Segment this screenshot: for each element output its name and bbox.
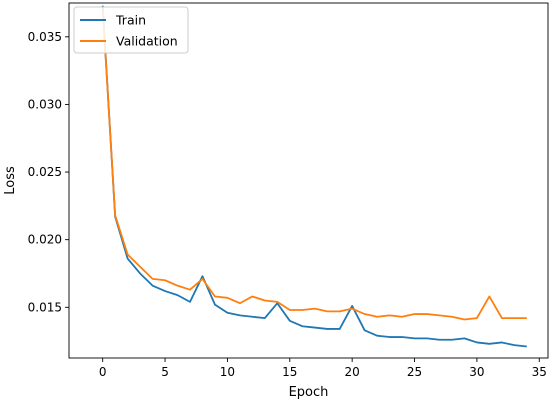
data-point-train	[451, 339, 453, 341]
data-point-validation	[301, 309, 303, 311]
data-point-validation	[488, 295, 490, 297]
data-point-train	[301, 325, 303, 327]
data-point-validation	[401, 316, 403, 318]
data-point-validation	[226, 297, 228, 299]
data-point-train	[526, 345, 528, 347]
data-point-validation	[114, 214, 116, 216]
x-axis-ticks: 0 5 10 15 20 25 30 35	[99, 358, 547, 379]
data-point-validation	[476, 317, 478, 319]
data-point-validation	[326, 310, 328, 312]
data-point-train	[151, 284, 153, 286]
data-point-train	[189, 301, 191, 303]
data-point-train	[176, 294, 178, 296]
data-point-validation	[176, 284, 178, 286]
data-point-train	[164, 290, 166, 292]
data-point-train	[326, 328, 328, 330]
data-point-train	[463, 337, 465, 339]
data-point-validation	[526, 317, 528, 319]
data-point-train	[413, 337, 415, 339]
data-point-train	[226, 311, 228, 313]
data-point-train	[513, 344, 515, 346]
data-point-validation	[388, 314, 390, 316]
data-point-train	[314, 326, 316, 328]
x-tick-label: 15	[282, 365, 297, 379]
plot-frame	[68, 2, 549, 359]
data-point-validation	[264, 299, 266, 301]
data-point-validation	[314, 307, 316, 309]
data-point-validation	[338, 310, 340, 312]
data-point-train	[239, 314, 241, 316]
y-tick-label: 0.035	[28, 30, 62, 44]
data-point-train	[139, 272, 141, 274]
data-point-validation	[438, 314, 440, 316]
data-point-validation	[463, 318, 465, 320]
data-point-validation	[276, 301, 278, 303]
x-tick-label: 0	[99, 365, 107, 379]
x-tick-label: 30	[469, 365, 484, 379]
x-tick-label: 5	[161, 365, 169, 379]
y-axis-label: Loss	[3, 166, 18, 195]
y-tick-label: 0.025	[28, 165, 62, 179]
data-point-train	[264, 317, 266, 319]
data-point-validation	[451, 316, 453, 318]
data-point-validation	[239, 302, 241, 304]
data-point-train	[214, 303, 216, 305]
y-tick-label: 0.020	[28, 233, 62, 247]
data-point-validation	[151, 278, 153, 280]
x-axis-label: Epoch	[289, 385, 329, 400]
data-point-validation	[201, 278, 203, 280]
y-tick-label: 0.015	[28, 300, 62, 314]
series-line-train	[101, 5, 527, 348]
data-point-validation	[376, 316, 378, 318]
data-point-train	[289, 320, 291, 322]
x-tick-label: 25	[407, 365, 422, 379]
data-point-train	[376, 334, 378, 336]
data-point-train	[251, 316, 253, 318]
data-point-validation	[363, 313, 365, 315]
data-point-validation	[351, 307, 353, 309]
y-tick-label: 0.030	[28, 97, 62, 111]
data-point-train	[401, 336, 403, 338]
data-point-validation	[164, 279, 166, 281]
x-tick-label: 20	[345, 365, 360, 379]
data-point-validation	[214, 295, 216, 297]
data-point-train	[438, 339, 440, 341]
data-point-validation	[513, 317, 515, 319]
data-point-train	[363, 329, 365, 331]
data-point-train	[388, 336, 390, 338]
data-point-validation	[251, 295, 253, 297]
data-point-train	[201, 275, 203, 277]
data-point-validation	[501, 317, 503, 319]
data-point-train	[476, 341, 478, 343]
x-tick-label: 10	[220, 365, 235, 379]
data-point-validation	[289, 309, 291, 311]
legend-label-train: Train	[115, 13, 146, 28]
data-point-validation	[126, 253, 128, 255]
data-point-validation	[413, 313, 415, 315]
data-point-validation	[189, 289, 191, 291]
legend: Train Validation	[73, 6, 189, 54]
data-point-validation	[139, 266, 141, 268]
y-axis-ticks: 0.015 0.020 0.025 0.030 0.035	[28, 30, 69, 314]
data-point-train	[426, 337, 428, 339]
data-point-train	[338, 328, 340, 330]
plot-layer	[101, 5, 528, 348]
data-point-validation	[426, 313, 428, 315]
data-point-train	[126, 257, 128, 259]
data-point-train	[351, 305, 353, 307]
data-point-train	[488, 343, 490, 345]
x-tick-label: 35	[532, 365, 547, 379]
data-point-train	[501, 341, 503, 343]
series-line-validation	[101, 8, 527, 321]
legend-label-validation: Validation	[116, 34, 178, 49]
